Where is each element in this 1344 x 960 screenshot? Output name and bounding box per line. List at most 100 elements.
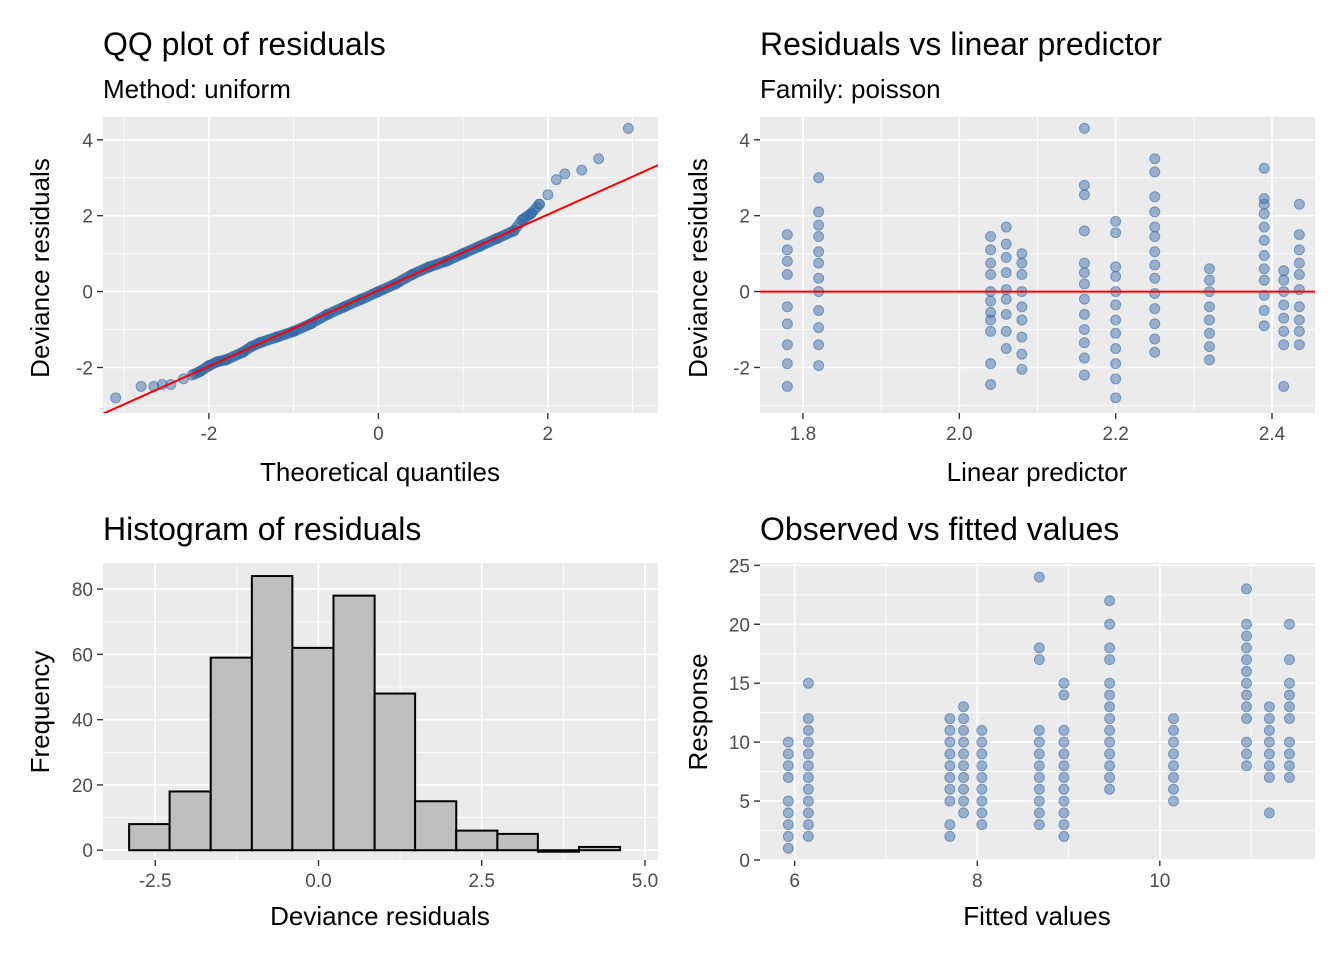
observed-vs-fitted-x-label: Fitted values xyxy=(963,901,1110,931)
histogram-bar xyxy=(536,849,580,853)
obs-point xyxy=(976,748,988,760)
resid-point xyxy=(813,219,825,231)
hist-y-tick-label: 80 xyxy=(72,580,93,601)
resid-point xyxy=(1293,325,1305,337)
histogram-bar xyxy=(414,800,458,852)
resid-point xyxy=(1149,287,1161,299)
obs-point xyxy=(1283,701,1295,713)
hist-x-tick-label: 2.5 xyxy=(468,871,494,892)
obs-point xyxy=(958,724,970,736)
obs-point xyxy=(1104,642,1116,654)
obs-point xyxy=(782,795,794,807)
obs-point xyxy=(1263,713,1275,725)
resid-point xyxy=(1078,122,1090,134)
hist-x-tick-label: 5.0 xyxy=(632,871,658,892)
resid-point xyxy=(1078,324,1090,336)
obs-point xyxy=(976,807,988,819)
resid-point xyxy=(813,272,825,284)
obs-point xyxy=(1168,783,1180,795)
obs-y-tick-label: 10 xyxy=(729,733,750,754)
qq-point xyxy=(576,164,588,176)
obs-point xyxy=(802,807,814,819)
obs-point xyxy=(1058,783,1070,795)
obs-x-tick-label: 10 xyxy=(1149,871,1170,892)
obs-point xyxy=(1241,713,1253,725)
obs-point xyxy=(1033,724,1045,736)
obs-point xyxy=(1241,630,1253,642)
resid-point xyxy=(1149,153,1161,165)
obs-point xyxy=(802,772,814,783)
qq-y-tick-label: 0 xyxy=(82,283,93,304)
obs-point xyxy=(976,783,988,795)
obs-point xyxy=(1058,795,1070,807)
obs-point xyxy=(1104,724,1116,736)
obs-y-tick-label: 25 xyxy=(729,556,750,577)
resid-y-tick-label: -2 xyxy=(733,358,750,379)
obs-point xyxy=(958,783,970,795)
obs-point xyxy=(802,819,814,831)
resid-point xyxy=(1016,363,1028,375)
resid-point xyxy=(1293,198,1305,210)
resid-point xyxy=(1203,274,1215,286)
obs-point xyxy=(1241,689,1253,701)
obs-point xyxy=(1058,807,1070,819)
obs-point xyxy=(1033,760,1045,772)
resid-point xyxy=(1203,327,1215,339)
resid-point xyxy=(1293,314,1305,326)
hist-y-tick-label: 0 xyxy=(82,841,93,862)
residuals-vs-predictor-subtitle: Family: poisson xyxy=(760,74,941,104)
resid-point xyxy=(985,268,997,280)
histogram-x-label: Deviance residuals xyxy=(270,901,490,931)
resid-point xyxy=(1149,246,1161,258)
obs-point xyxy=(958,748,970,760)
resid-point xyxy=(1149,221,1161,233)
obs-point xyxy=(976,795,988,807)
obs-point xyxy=(1168,748,1180,760)
obs-point xyxy=(1058,736,1070,748)
resid-point xyxy=(1000,221,1012,233)
hist-y-tick-label: 40 xyxy=(72,711,93,732)
obs-point xyxy=(1283,618,1295,630)
resid-point xyxy=(1258,289,1270,301)
histogram-bar xyxy=(168,790,212,852)
obs-point xyxy=(802,830,814,842)
resid-point xyxy=(1293,339,1305,351)
obs-point xyxy=(976,760,988,772)
obs-point xyxy=(958,772,970,783)
qq-point xyxy=(542,189,554,201)
resid-point xyxy=(1203,341,1215,353)
obs-point xyxy=(1241,583,1253,595)
obs-point xyxy=(944,830,956,842)
obs-point xyxy=(1168,772,1180,783)
obs-point xyxy=(1263,807,1275,819)
resid-point xyxy=(1078,278,1090,290)
resid-point xyxy=(1293,244,1305,256)
histogram-plot-area: -2.5 0.0 2.5 5.0 0 20 40 60 80 xyxy=(72,563,658,892)
obs-point xyxy=(1241,760,1253,772)
obs-point xyxy=(1283,748,1295,760)
resid-point xyxy=(1016,301,1028,313)
histogram-title: Histogram of residuals xyxy=(103,511,421,547)
obs-point xyxy=(958,795,970,807)
resid-x-tick-label: 2.2 xyxy=(1102,424,1128,445)
obs-point xyxy=(1058,677,1070,689)
qq-point xyxy=(622,122,634,134)
obs-point xyxy=(1104,748,1116,760)
obs-point xyxy=(1058,760,1070,772)
resid-x-tick-label: 2.0 xyxy=(946,424,972,445)
resid-point xyxy=(1203,314,1215,326)
histogram-bar xyxy=(373,692,417,852)
resid-point xyxy=(1110,373,1122,385)
obs-point xyxy=(1283,654,1295,666)
resid-point xyxy=(1149,303,1161,315)
resid-y-tick-label: 0 xyxy=(739,283,750,304)
resid-point xyxy=(1016,257,1028,269)
histogram-bar xyxy=(209,656,253,852)
obs-point xyxy=(1263,760,1275,772)
resid-point xyxy=(781,301,793,313)
resid-point xyxy=(1149,166,1161,178)
resid-point xyxy=(1258,162,1270,174)
resid-point xyxy=(1078,267,1090,279)
resid-point xyxy=(985,358,997,370)
